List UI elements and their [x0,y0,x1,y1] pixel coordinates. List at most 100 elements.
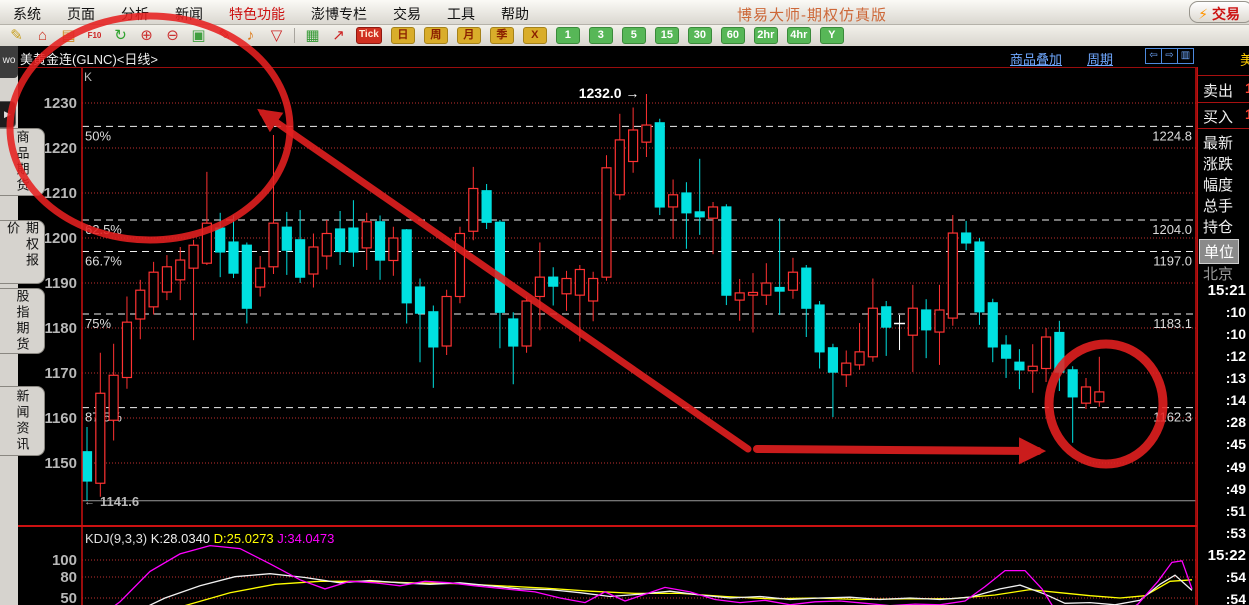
time-label: :10 [1225,304,1246,321]
candle [361,212,372,270]
candle [934,284,945,365]
panel-separator [1198,128,1249,129]
candle [135,279,146,340]
panel-row-买入[interactable]: 买入 [1203,109,1234,126]
candle [628,107,639,173]
trade-launch-button[interactable]: ⚡ 交易 [1189,1,1249,23]
kdj-axis-tick: 50 [60,590,77,605]
candle [987,298,998,363]
time-label: :28 [1225,414,1246,431]
period-button-30[interactable]: 30 [687,27,712,44]
period-link[interactable]: 周期 [1087,52,1114,67]
period-button-4hr[interactable]: 4hr [786,27,811,44]
candle [414,278,426,363]
sidebar-tab-股指期货[interactable]: 股指期货 [0,288,45,354]
candle [787,257,799,299]
period-button-1[interactable]: 1 [555,27,580,44]
panel-separator [1198,75,1249,76]
home-icon[interactable]: ⌂ [37,27,48,44]
candle [534,242,545,331]
pen-icon[interactable]: ✎ [10,27,23,44]
period-button-Y[interactable]: Y [819,27,844,44]
kdj-j-line [114,544,1193,605]
period-button-15[interactable]: 15 [654,27,679,44]
quote-table-icon[interactable]: ▦ [305,27,320,44]
candle [148,261,159,315]
fib-price-label: 1162.3 [1153,410,1192,425]
sidebar-tab-wo[interactable]: wo [0,46,18,78]
zoom-in-icon[interactable]: ⊕ [140,27,153,44]
candle [548,267,559,306]
time-label: :14 [1225,392,1246,409]
candle [81,427,93,501]
menu-item-2[interactable]: 分析 [121,6,149,22]
period-button-周[interactable]: 周 [423,27,448,44]
period-button-60[interactable]: 60 [720,27,745,44]
time-label: :54 [1225,568,1246,585]
corner-partial-text: 美 [1240,52,1249,68]
candle [654,118,665,216]
low-arrow: ← [84,496,95,508]
candle [707,202,719,255]
menu-item-5[interactable]: 澎博专栏 [311,6,367,22]
time-label: :54 [1225,590,1246,605]
period-button-季[interactable]: 季 [489,27,514,44]
draw-line-icon[interactable]: ✎ [218,27,231,44]
time-label: :45 [1225,436,1246,453]
candle [388,226,399,276]
refresh-icon[interactable]: ↻ [114,27,127,44]
y-axis-tick: 1200 [44,230,77,247]
document-icon[interactable]: ▤ [61,27,76,44]
candle [268,134,279,274]
fib-percent-label: 62.5% [85,222,122,237]
menu-item-0[interactable]: 系统 [13,6,41,22]
period-button-2hr[interactable]: 2hr [753,27,778,44]
candle [295,210,306,283]
time-label: 15:22 [1207,546,1246,564]
menu-item-6[interactable]: 交易 [393,6,421,22]
period-button-3[interactable]: 3 [588,27,613,44]
period-button-日[interactable]: 日 [390,27,415,44]
low-price-label: 1141.6 [100,494,139,509]
fib-price-label: 1224.8 [1152,128,1192,143]
sidebar-tab-商品期货[interactable]: 商品期货 [0,128,45,196]
candle [161,255,173,301]
period-button-月[interactable]: 月 [456,27,481,44]
panel-row-卖出[interactable]: 卖出 [1203,83,1234,100]
period-button-5[interactable]: 5 [621,27,646,44]
overlay-link[interactable]: 商品叠加 [1010,52,1063,67]
menu-item-7[interactable]: 工具 [447,6,475,22]
alert-icon[interactable]: ♪ [246,27,255,44]
overlay-icon[interactable]: ▣ [191,27,206,44]
kline-chart-icon[interactable]: ↗ [332,27,345,44]
menu-item-4[interactable]: 特色功能 [229,6,285,22]
candle [574,265,585,342]
sidebar-expand-arrow[interactable]: ▶ [0,101,16,128]
candle [1040,328,1052,382]
period-button-X[interactable]: X [522,27,547,44]
period-tick-button[interactable]: Tick [356,27,382,44]
sidebar-tab-期权报价[interactable]: 期权报价 [0,220,45,284]
next-contract-icon[interactable]: ⇨ [1161,48,1178,64]
sidebar-tab-新闻资讯[interactable]: 新闻资讯 [0,386,45,456]
candle [108,343,119,441]
prev-contract-icon[interactable]: ⇦ [1145,48,1162,64]
kdj-axis-tick: 100 [52,552,77,569]
menu-item-1[interactable]: 页面 [67,6,95,22]
time-label: :53 [1225,524,1246,541]
menu-item-3[interactable]: 新闻 [175,6,203,22]
zoom-out-icon[interactable]: ⊖ [166,27,179,44]
split-screen-icon[interactable]: ▥ [1177,48,1194,64]
panel-row-单位[interactable]: 单位 [1199,239,1240,264]
menu-item-8[interactable]: 帮助 [501,6,529,22]
panel-row-北京: 北京 [1203,266,1234,283]
candle [255,256,266,297]
candle [881,301,892,356]
candle [308,233,319,288]
f10-icon[interactable]: F10 [87,31,102,40]
panel-row-幅度: 幅度 [1203,177,1234,194]
filter-icon[interactable]: ▽ [270,27,283,44]
candle [508,312,519,385]
candle [921,299,932,359]
